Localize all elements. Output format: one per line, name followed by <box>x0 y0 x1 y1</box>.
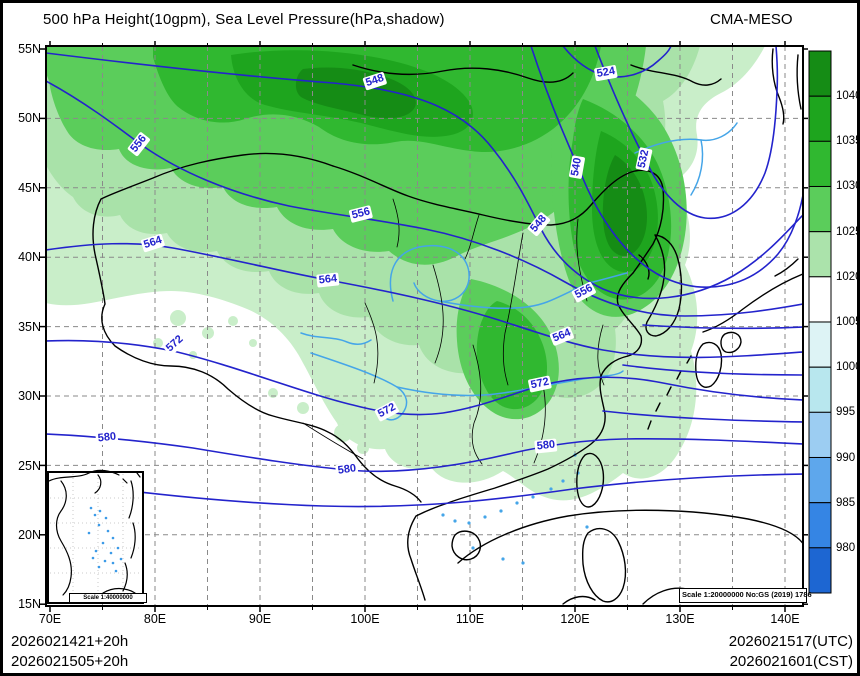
colorbar-label: 985 <box>836 497 856 509</box>
map-canvas <box>40 41 832 612</box>
valid-time-utc: 2026021517(UTC) <box>728 633 853 650</box>
init-time-line1: 2026021421+20h <box>11 633 129 650</box>
y-tick-label: 15N <box>18 597 41 611</box>
model-name: CMA-MESO <box>710 11 793 28</box>
rivers <box>300 122 738 565</box>
y-tick-label: 20N <box>18 528 41 542</box>
pressure-shading <box>47 47 765 501</box>
contour-label: 580 <box>95 430 119 446</box>
inset-map <box>47 469 144 604</box>
x-tick-label: 130E <box>665 612 695 626</box>
colorbar-label: 990 <box>836 452 856 464</box>
x-tick-label: 120E <box>560 612 590 626</box>
colorbar-label: 980 <box>836 542 856 554</box>
contour-label: 580 <box>534 438 558 454</box>
y-tick-label: 25N <box>18 459 41 473</box>
x-tick-label: 90E <box>248 612 272 626</box>
coastlines-borders <box>92 48 802 605</box>
x-tick-label: 110E <box>455 612 485 626</box>
y-tick-label: 50N <box>18 111 41 125</box>
inset-scale-note: Scale 1:40000000 <box>69 593 147 603</box>
x-tick-label: 80E <box>143 612 167 626</box>
map-scale-note: Scale 1:20000000 No:GS (2019) 1786 <box>679 588 812 603</box>
colorbar-label: 1000 <box>836 361 860 373</box>
map-border <box>45 45 804 607</box>
colorbar-label: 1020 <box>836 271 860 283</box>
y-tick-label: 40N <box>18 250 41 264</box>
y-tick-label: 35N <box>18 320 41 334</box>
y-tick-label: 45N <box>18 181 41 195</box>
valid-time-cst: 2026021601(CST) <box>729 653 853 670</box>
colorbar-label: 1025 <box>836 226 860 238</box>
chart-title: 500 hPa Height(10gpm), Sea Level Pressur… <box>43 11 445 28</box>
contour-label: 564 <box>316 272 340 288</box>
x-tick-label: 140E <box>770 612 800 626</box>
colorbar-label: 1040 <box>836 90 860 102</box>
x-tick-label: 100E <box>350 612 380 626</box>
inset-island-dots <box>87 506 123 573</box>
colorbar-label: 995 <box>836 406 856 418</box>
init-time-line2: 2026021505+20h <box>11 653 129 670</box>
colorbar <box>808 50 832 594</box>
colorbar-label: 1035 <box>836 135 860 147</box>
colorbar-label: 1005 <box>836 316 860 328</box>
y-tick-label: 30N <box>18 389 41 403</box>
colorbar-label: 1030 <box>836 180 860 192</box>
y-tick-label: 55N <box>18 42 41 56</box>
x-tick-label: 70E <box>38 612 62 626</box>
grid-lines <box>47 47 802 605</box>
